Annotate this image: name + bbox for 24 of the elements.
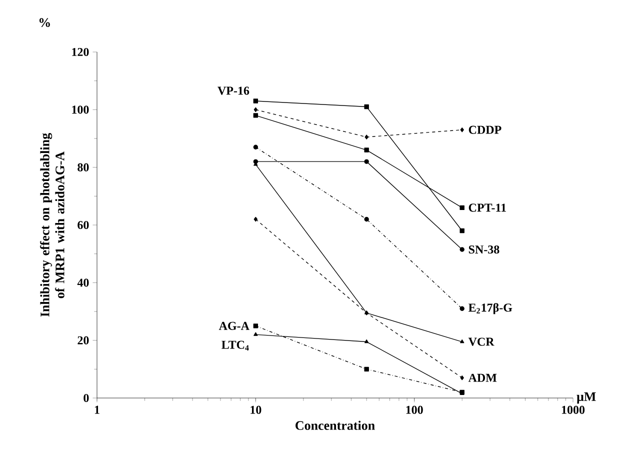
series-label: CPT-11 bbox=[468, 204, 506, 212]
series-label: LTC$_{4}$ bbox=[222, 340, 249, 351]
x-tick-label: 1 bbox=[94, 406, 100, 414]
y-tick-label: 60 bbox=[78, 220, 89, 230]
x-axis-title: Concentration bbox=[296, 420, 375, 430]
x-tick-label: 1000 bbox=[562, 406, 585, 414]
text: μM bbox=[576, 392, 596, 404]
y-tick-label: 120 bbox=[72, 48, 89, 56]
y-tick-label: 40 bbox=[77, 278, 89, 287]
x-tick-label: 10 bbox=[250, 406, 262, 414]
series-label: AG-A bbox=[218, 322, 250, 330]
text: % bbox=[39, 18, 50, 27]
series-label: VCR bbox=[468, 338, 494, 346]
series-label: SN-38 bbox=[468, 245, 500, 254]
y-tick-label: 80 bbox=[78, 163, 89, 172]
series-label: E$_{2}$17β-G bbox=[468, 303, 512, 314]
y-tick-label: 0 bbox=[84, 394, 89, 402]
y-tick-label: 20 bbox=[78, 336, 89, 344]
series-label: CDDP bbox=[468, 126, 502, 134]
y-axis-title: Inhibitory effect on photolabling of MRP1 with azidoAG-A bbox=[40, 133, 64, 317]
y-tick-label: 100 bbox=[72, 106, 89, 114]
x-tick-label: 100 bbox=[406, 406, 423, 414]
series-label: ADM bbox=[468, 374, 497, 382]
series-label: VP-16 bbox=[218, 86, 250, 95]
